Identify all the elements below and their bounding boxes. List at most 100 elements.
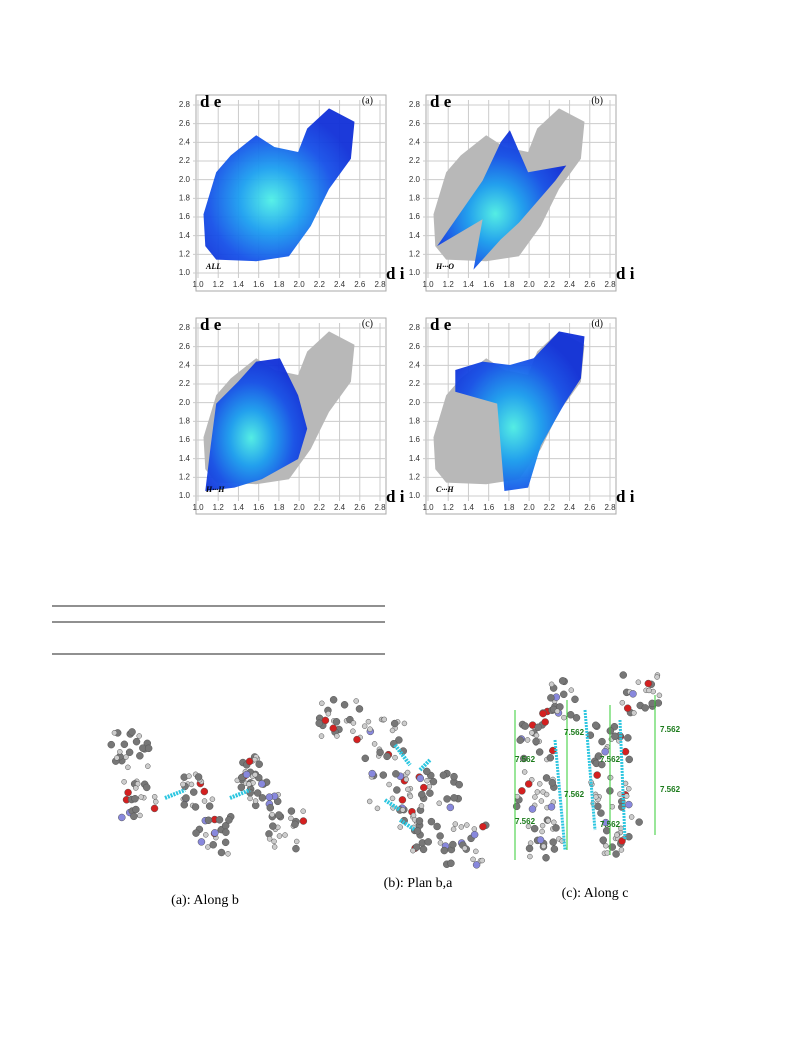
y-tick-label: 2.2 — [409, 379, 421, 388]
atom — [366, 798, 373, 805]
y-tick-label: 2.4 — [409, 360, 421, 369]
atom — [547, 803, 556, 811]
atom — [392, 770, 400, 778]
atom — [361, 754, 370, 763]
contact — [618, 719, 627, 841]
atom — [462, 845, 468, 852]
x-tick-label: 2.2 — [544, 280, 556, 289]
atom — [403, 776, 410, 783]
atom — [205, 802, 214, 810]
atom — [446, 803, 455, 812]
atom — [524, 737, 531, 743]
atom — [439, 771, 448, 779]
atom — [533, 732, 540, 739]
atom — [355, 705, 364, 713]
atom — [593, 794, 599, 800]
x-tick-label: 1.8 — [273, 280, 285, 289]
x-tick-label: 2.6 — [354, 280, 366, 289]
atom — [222, 828, 230, 837]
atom — [551, 819, 557, 826]
atom — [524, 780, 533, 788]
atom — [131, 794, 139, 803]
atom — [194, 773, 203, 781]
atom — [186, 773, 192, 779]
x-tick-label: 1.2 — [443, 280, 455, 289]
fingerprint-panel: 1.01.0 1.2 1.2 1.4 1.4 1.6 1.6 1.8 1.8 2.0 2.0 2.2 2… — [409, 92, 635, 292]
x-tick-label: 1.4 — [463, 280, 475, 289]
x-tick-label: 2.8 — [374, 503, 386, 512]
atom — [437, 840, 444, 846]
x-tick-label: 2.2 — [314, 280, 326, 289]
y-tick-label: 1.0 — [179, 491, 191, 500]
y-tick-label: 1.8 — [179, 193, 191, 202]
atom — [413, 827, 422, 835]
x-tick-label: 2.0 — [524, 280, 536, 289]
atom — [201, 798, 208, 804]
atom — [597, 809, 605, 817]
y-tick-label: 2.0 — [409, 175, 421, 184]
atom — [532, 737, 540, 746]
atom — [548, 681, 555, 688]
x-tick-label: 2.8 — [604, 280, 616, 289]
atom — [266, 836, 273, 842]
atom — [648, 699, 656, 708]
atom — [398, 796, 407, 804]
atom — [601, 747, 609, 756]
atom — [353, 698, 359, 704]
atom — [536, 781, 543, 787]
x-tick-label: 2.2 — [544, 503, 556, 512]
atom — [361, 723, 368, 729]
atom — [552, 824, 560, 832]
atom — [427, 817, 436, 826]
atom — [646, 687, 652, 694]
atom — [561, 714, 567, 721]
y-tick-label: 1.4 — [409, 231, 421, 240]
atom — [319, 700, 325, 707]
atom — [386, 781, 392, 788]
y-tick-label: 1.2 — [179, 249, 191, 258]
atom — [211, 829, 219, 837]
atom — [631, 710, 637, 716]
atom — [450, 794, 458, 802]
atom — [470, 856, 476, 863]
atom — [429, 777, 438, 786]
atom — [604, 850, 611, 856]
atom — [598, 760, 606, 769]
distance-label: 7.562 — [660, 725, 681, 734]
atom — [390, 719, 399, 728]
atom — [287, 807, 296, 815]
y-tick-label: 2.8 — [179, 100, 191, 109]
y-tick-label: 1.8 — [409, 193, 421, 202]
atom — [410, 847, 416, 854]
atom — [132, 737, 141, 746]
atom — [538, 798, 545, 804]
atom — [424, 838, 432, 846]
atom — [416, 774, 425, 783]
x-tick-label: 1.6 — [253, 280, 265, 289]
x-tick-label: 1.8 — [273, 503, 285, 512]
atom — [397, 824, 404, 830]
fingerprint-region — [437, 130, 567, 270]
atom — [436, 832, 444, 840]
atom — [334, 733, 340, 739]
atom — [644, 679, 653, 688]
x-tick-label: 1.0 — [192, 503, 204, 512]
atom — [624, 734, 632, 742]
x-tick-label: 2.4 — [564, 280, 576, 289]
atom — [607, 774, 614, 781]
atom — [479, 857, 485, 864]
fingerprint-region — [203, 108, 355, 262]
atom — [291, 820, 299, 829]
atom — [621, 747, 630, 756]
atom — [572, 714, 581, 722]
y-tick-label: 2.6 — [409, 342, 421, 351]
atom — [225, 816, 233, 824]
y-tick-label: 1.0 — [179, 268, 191, 277]
distance-label: 7.562 — [515, 817, 536, 826]
atom — [252, 798, 259, 804]
atom — [329, 696, 338, 704]
atom — [618, 847, 625, 853]
atom — [275, 811, 283, 819]
distance-label: 7.562 — [660, 785, 681, 794]
atom — [315, 719, 323, 728]
